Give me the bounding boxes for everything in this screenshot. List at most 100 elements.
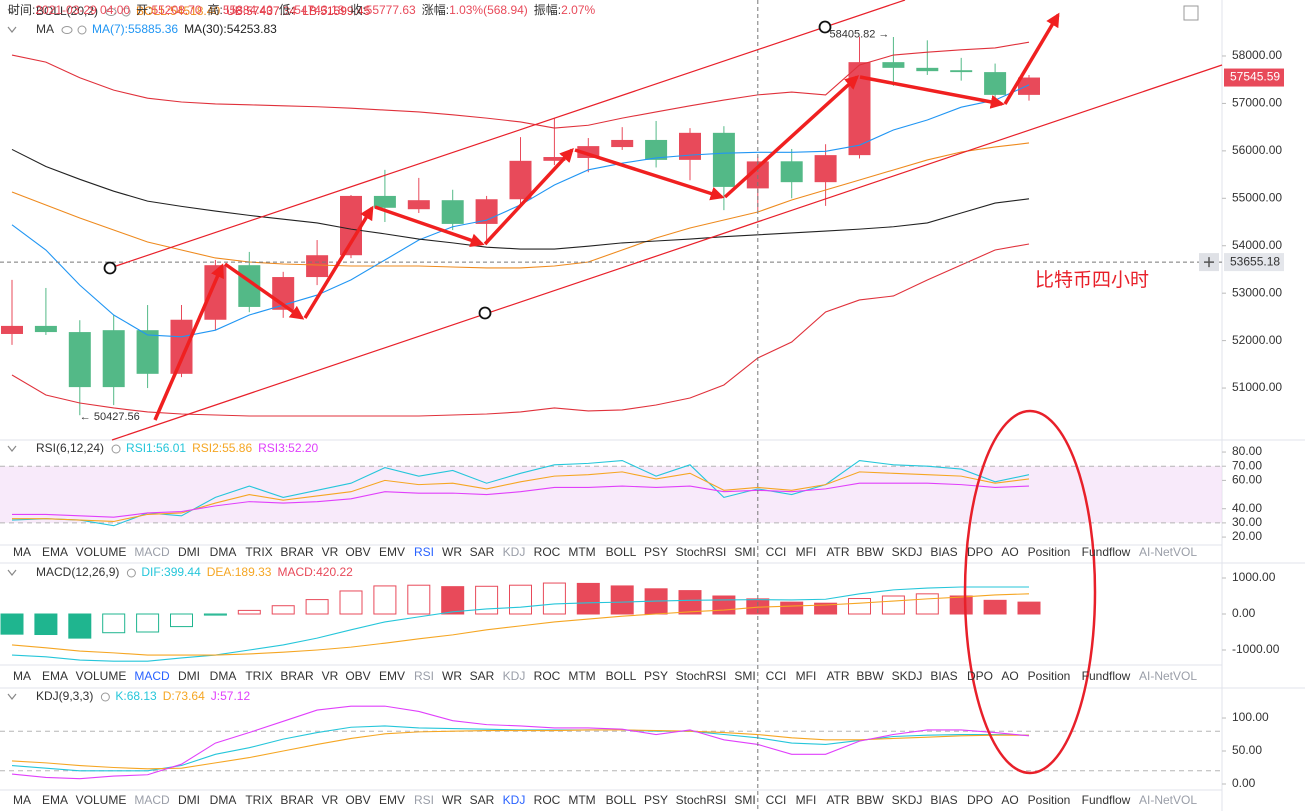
- indicator-tab[interactable]: OBV: [345, 669, 370, 683]
- indicator-tab[interactable]: BBW: [856, 793, 884, 807]
- indicator-tab[interactable]: AO: [1001, 669, 1018, 683]
- indicator-tab[interactable]: SAR: [470, 669, 495, 683]
- settings-icon[interactable]: [121, 7, 131, 17]
- indicator-tab[interactable]: SMI: [734, 669, 755, 683]
- indicator-tab[interactable]: ATR: [826, 669, 849, 683]
- indicator-tab[interactable]: Position: [1028, 669, 1071, 683]
- indicator-tab[interactable]: EMV: [379, 545, 405, 559]
- indicator-tab[interactable]: WR: [442, 793, 462, 807]
- indicator-tab[interactable]: Fundflow: [1082, 545, 1131, 559]
- indicator-tab[interactable]: MFI: [796, 545, 817, 559]
- indicator-tab[interactable]: WR: [442, 669, 462, 683]
- indicator-tab[interactable]: MA: [13, 793, 31, 807]
- indicator-tab[interactable]: MFI: [796, 669, 817, 683]
- indicator-tab[interactable]: WR: [442, 545, 462, 559]
- indicator-tab[interactable]: ROC: [534, 669, 561, 683]
- indicator-tab[interactable]: DPO: [967, 545, 993, 559]
- indicator-tab[interactable]: SMI: [734, 545, 755, 559]
- settings-icon[interactable]: [100, 692, 110, 702]
- indicator-tab[interactable]: Fundflow: [1082, 669, 1131, 683]
- indicator-tab[interactable]: ROC: [534, 545, 561, 559]
- settings-icon[interactable]: [126, 568, 136, 578]
- indicator-tab[interactable]: BOLL: [606, 545, 637, 559]
- indicator-tab[interactable]: VR: [322, 545, 339, 559]
- indicator-tab[interactable]: MACD: [134, 793, 170, 807]
- indicator-tab[interactable]: AI-NetVOL: [1139, 669, 1197, 683]
- indicator-tab[interactable]: SAR: [470, 545, 495, 559]
- indicator-tab[interactable]: EMV: [379, 793, 405, 807]
- indicator-tab[interactable]: BIAS: [930, 545, 957, 559]
- indicator-tab[interactable]: DMI: [178, 669, 200, 683]
- visibility-icon[interactable]: [61, 26, 73, 34]
- indicator-tab[interactable]: ROC: [534, 793, 561, 807]
- indicator-tab[interactable]: MTM: [568, 793, 595, 807]
- indicator-tab[interactable]: PSY: [644, 545, 668, 559]
- indicator-tab[interactable]: MA: [13, 669, 31, 683]
- indicator-tab[interactable]: EMA: [42, 545, 68, 559]
- indicator-tab[interactable]: MTM: [568, 669, 595, 683]
- indicator-tab[interactable]: Position: [1028, 793, 1071, 807]
- indicator-tab[interactable]: EMA: [42, 793, 68, 807]
- indicator-tab[interactable]: KDJ: [503, 793, 526, 807]
- indicator-tab[interactable]: MFI: [796, 793, 817, 807]
- indicator-tab[interactable]: RSI: [414, 793, 434, 807]
- indicator-tab[interactable]: StochRSI: [676, 545, 727, 559]
- indicator-tab[interactable]: CCI: [766, 545, 787, 559]
- indicator-tab[interactable]: CCI: [766, 669, 787, 683]
- indicator-tab[interactable]: VR: [322, 669, 339, 683]
- indicator-tab[interactable]: SKDJ: [892, 793, 923, 807]
- indicator-tab[interactable]: MACD: [134, 545, 170, 559]
- indicator-tab[interactable]: PSY: [644, 669, 668, 683]
- indicator-tab[interactable]: EMV: [379, 669, 405, 683]
- indicator-tab[interactable]: AI-NetVOL: [1139, 793, 1197, 807]
- indicator-tab[interactable]: TRIX: [245, 669, 272, 683]
- indicator-tab[interactable]: AO: [1001, 793, 1018, 807]
- indicator-tab[interactable]: BRAR: [280, 545, 314, 559]
- indicator-tab[interactable]: DMA: [210, 793, 237, 807]
- indicator-tab[interactable]: KDJ: [503, 545, 526, 559]
- indicator-tab[interactable]: BIAS: [930, 793, 957, 807]
- indicator-tab[interactable]: BIAS: [930, 669, 957, 683]
- indicator-tab[interactable]: RSI: [414, 669, 434, 683]
- indicator-tab[interactable]: SAR: [470, 793, 495, 807]
- indicator-tab[interactable]: VR: [322, 793, 339, 807]
- indicator-tab[interactable]: SMI: [734, 793, 755, 807]
- indicator-tab[interactable]: Position: [1028, 545, 1071, 559]
- indicator-tab[interactable]: SKDJ: [892, 545, 923, 559]
- settings-icon[interactable]: [77, 25, 87, 35]
- indicator-tab[interactable]: DPO: [967, 793, 993, 807]
- indicator-tab[interactable]: StochRSI: [676, 669, 727, 683]
- indicator-tab[interactable]: EMA: [42, 669, 68, 683]
- indicator-tab[interactable]: OBV: [345, 793, 370, 807]
- indicator-tab[interactable]: TRIX: [245, 545, 272, 559]
- indicator-tab[interactable]: OBV: [345, 545, 370, 559]
- indicator-tab[interactable]: DMA: [210, 669, 237, 683]
- indicator-tab[interactable]: BRAR: [280, 669, 314, 683]
- indicator-tab[interactable]: PSY: [644, 793, 668, 807]
- indicator-tab[interactable]: ATR: [826, 793, 849, 807]
- indicator-tab[interactable]: RSI: [414, 545, 434, 559]
- indicator-tab[interactable]: VOLUME: [76, 545, 127, 559]
- indicator-tab[interactable]: StochRSI: [676, 793, 727, 807]
- indicator-tab[interactable]: AO: [1001, 545, 1018, 559]
- indicator-tab[interactable]: KDJ: [503, 669, 526, 683]
- indicator-tab[interactable]: MTM: [568, 545, 595, 559]
- settings-icon[interactable]: [111, 444, 121, 454]
- indicator-tab[interactable]: TRIX: [245, 793, 272, 807]
- indicator-tab[interactable]: MA: [13, 545, 31, 559]
- indicator-tab[interactable]: BRAR: [280, 793, 314, 807]
- indicator-tab[interactable]: ATR: [826, 545, 849, 559]
- indicator-tab[interactable]: Fundflow: [1082, 793, 1131, 807]
- indicator-tab[interactable]: BOLL: [606, 669, 637, 683]
- indicator-tab[interactable]: VOLUME: [76, 669, 127, 683]
- indicator-tab[interactable]: MACD: [134, 669, 170, 683]
- indicator-tab[interactable]: AI-NetVOL: [1139, 545, 1197, 559]
- visibility-icon[interactable]: [105, 8, 117, 16]
- indicator-tab[interactable]: CCI: [766, 793, 787, 807]
- fullscreen-icon[interactable]: [1183, 5, 1199, 21]
- indicator-tab[interactable]: DMI: [178, 793, 200, 807]
- indicator-tab[interactable]: VOLUME: [76, 793, 127, 807]
- indicator-tab[interactable]: DMA: [210, 545, 237, 559]
- indicator-tab[interactable]: BBW: [856, 669, 884, 683]
- indicator-tab[interactable]: DMI: [178, 545, 200, 559]
